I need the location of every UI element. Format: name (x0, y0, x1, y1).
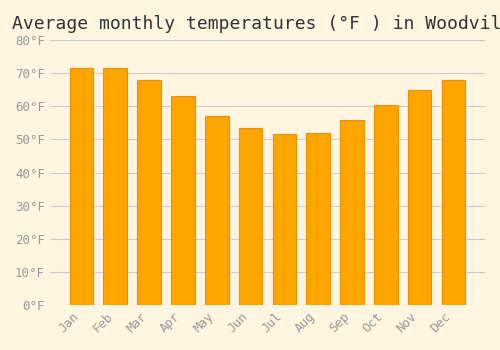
Bar (205, 116, 229, 305)
Bar (272, 134, 296, 305)
Bar (70, 68, 94, 305)
Bar (408, 90, 432, 305)
Bar (340, 120, 364, 305)
Title: Average monthly temperatures (°F ) in Woodville: Average monthly temperatures (°F ) in Wo… (12, 15, 500, 33)
Bar (138, 80, 161, 305)
Bar (306, 133, 330, 305)
Bar (442, 80, 465, 305)
Bar (374, 105, 398, 305)
Bar (171, 96, 194, 305)
Bar (104, 68, 127, 305)
Bar (238, 128, 262, 305)
